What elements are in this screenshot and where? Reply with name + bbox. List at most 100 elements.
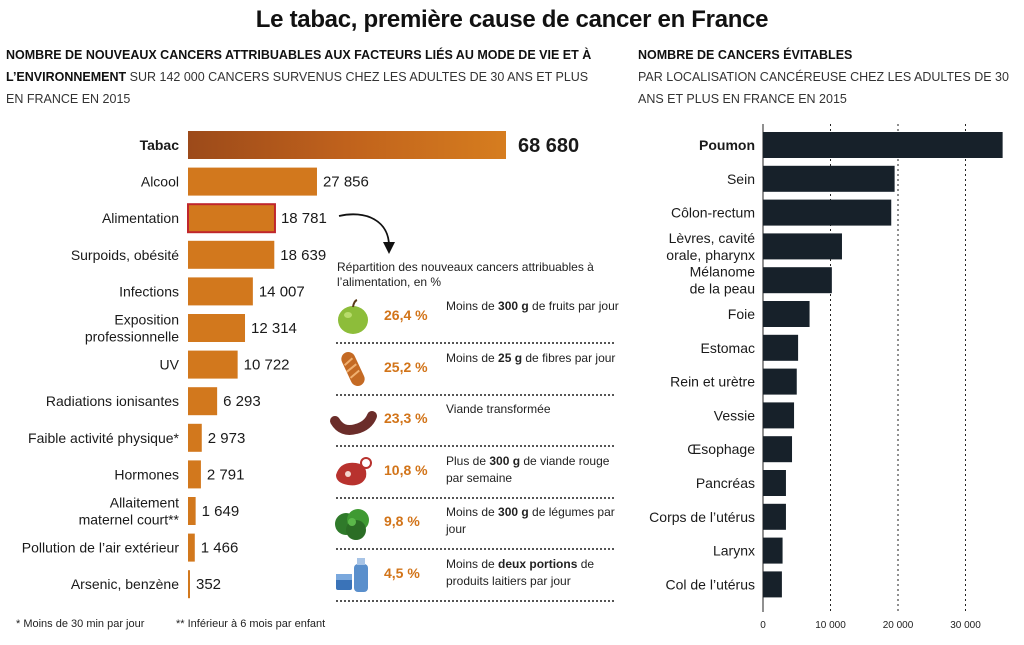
bar-label-3: Lèvres, cavité orale, pharynx [666, 230, 755, 263]
nutrition-pct: 26,4 % [384, 307, 428, 323]
bar-1 [763, 165, 895, 192]
right-subtitle-bold: Nombre de cancers évitables [638, 48, 853, 62]
value-label-4: 14 007 [259, 283, 305, 300]
value-label-3: 18 639 [280, 247, 326, 264]
dairy-icon [332, 556, 374, 594]
bar-12 [188, 570, 190, 599]
dotted-separator [336, 342, 614, 344]
bar-label-9: Hormones [114, 466, 179, 482]
bar-label-3: Surpoids, obésité [71, 247, 179, 263]
bar-label-12: Arsenic, benzène [71, 576, 179, 592]
nutrition-desc-pre: Moins de [446, 299, 499, 313]
nutrition-desc: Plus de 300 g de viande rouge par semain… [446, 453, 621, 487]
bar-label-9: Œsophage [687, 441, 755, 457]
bar-label-6: Estomac [701, 340, 755, 356]
bar-6 [763, 334, 799, 361]
nutrition-pct: 4,5 % [384, 564, 420, 581]
bar-0 [188, 131, 506, 159]
bar-5 [763, 301, 810, 327]
dotted-separator [336, 548, 614, 550]
value-label-10: 1 649 [202, 503, 240, 520]
nutrition-desc-pre: Viande transformée [446, 402, 551, 416]
bar-label-2: Côlon-rectum [671, 205, 755, 221]
value-label-11: 1 466 [201, 540, 239, 557]
sausage-icon [330, 401, 377, 439]
bar-label-1: Alcool [141, 174, 179, 190]
page-title: Le tabac, première cause de cancer en Fr… [255, 6, 769, 33]
bar-2 [763, 199, 892, 226]
right-subtitle-rest: par localisation cancéreuse chez les adu… [638, 70, 1009, 106]
bar-label-8: Vessie [714, 407, 755, 423]
bar-label-0: Tabac [140, 137, 180, 153]
apple-icon [332, 298, 374, 336]
bar-label-13: Col de l’utérus [666, 576, 756, 592]
vegetables-icon [332, 504, 374, 542]
nutrition-desc: Moins de deux portions de produits laiti… [446, 556, 621, 590]
nutrition-pct: 23,3 % [384, 410, 428, 426]
nutrition-desc-post: de produits laitiers par jour [446, 556, 595, 588]
bar-12 [763, 537, 783, 564]
bar-label-2: Alimentation [102, 210, 179, 226]
bar-4 [763, 267, 832, 294]
bar-0 [763, 132, 1003, 158]
nutrition-desc-bold: 300 g [489, 453, 521, 468]
nutrition-desc-pre: Moins de [446, 556, 499, 571]
left-subtitle-rest: sur 142 000 cancers survenus chez les ad… [6, 70, 589, 106]
bar-label-6: UV [160, 357, 180, 373]
bar-5 [188, 314, 246, 342]
dotted-separator [336, 393, 614, 396]
bar-10 [763, 470, 786, 496]
bar-9 [763, 436, 793, 463]
nutrition-row-3: 10,8 % Plus de 300 g de viande rouge par … [330, 449, 621, 499]
nutrition-desc: Viande transformée [446, 401, 621, 418]
nutrition-desc-post: de légumes par jour [446, 505, 615, 536]
value-label-5: 12 314 [251, 320, 297, 337]
nutrition-desc-pre: Moins de [446, 505, 499, 519]
nutrition-row-4: 9,8 % Moins de 300 g de légumes par jour [330, 500, 621, 550]
value-label-2: 18 781 [281, 210, 327, 227]
nutrition-desc-post: de fibres par jour [522, 350, 616, 365]
bar-label-7: Radiations ionisantes [46, 393, 179, 409]
bar-label-5: Exposition professionnelle [85, 312, 179, 345]
bar-label-10: Pancréas [696, 475, 755, 491]
footnote-breastfeeding: ** Inférieur à 6 mois par enfant [176, 618, 326, 630]
nutrition-breakdown-title: Répartition des nouveaux cancers attribu… [337, 260, 594, 289]
nutrition-desc: Moins de 300 g de légumes par jour [446, 504, 621, 538]
x-tick-label-0: 0 [760, 620, 766, 631]
nutrition-row-1: 25,2 % Moins de 25 g de fibres par jour [330, 346, 621, 396]
bar-3 [188, 240, 275, 269]
nutrition-desc-bold: 300 g [498, 505, 529, 519]
nutrition-desc-bold: 300 g [498, 299, 529, 313]
nutrition-desc-post: de viande rouge par semaine [446, 453, 610, 485]
dotted-separator [336, 445, 614, 447]
nutrition-desc-bold: 25 g [498, 350, 523, 365]
steak-icon [332, 453, 374, 491]
bar-label-12: Larynx [713, 543, 755, 559]
bar-11 [188, 533, 195, 562]
bar-label-11: Pollution de l’air extérieur [22, 540, 180, 556]
bar-8 [188, 423, 202, 452]
bar-9 [188, 460, 201, 489]
x-tick-label-1: 10 000 [815, 620, 846, 631]
value-label-9: 2 791 [207, 466, 245, 483]
value-label-0: 68 680 [518, 135, 579, 157]
value-label-12: 352 [196, 576, 221, 593]
bar-13 [763, 571, 782, 598]
x-tick-label-2: 20 000 [883, 620, 914, 631]
nutrition-desc-pre: Plus de [446, 453, 490, 468]
bar-4 [188, 277, 253, 306]
bar-label-11: Corps de l’utérus [649, 509, 755, 525]
nutrition-row-5: 4,5 % Moins de deux portions de produits … [330, 552, 621, 602]
nutrition-desc: Moins de 300 g de fruits par jour [446, 298, 621, 315]
nutrition-desc: Moins de 25 g de fibres par jour [446, 350, 621, 367]
bar-label-10: Allaitement maternel court** [79, 495, 180, 528]
bread-icon [332, 350, 374, 388]
bar-label-1: Sein [727, 171, 755, 187]
footnote-activity: * Moins de 30 min par jour [16, 618, 145, 630]
bar-3 [763, 233, 842, 260]
bar-7 [763, 368, 797, 395]
bar-label-4: Mélanome de la peau [690, 264, 756, 297]
bar-1 [188, 167, 317, 196]
